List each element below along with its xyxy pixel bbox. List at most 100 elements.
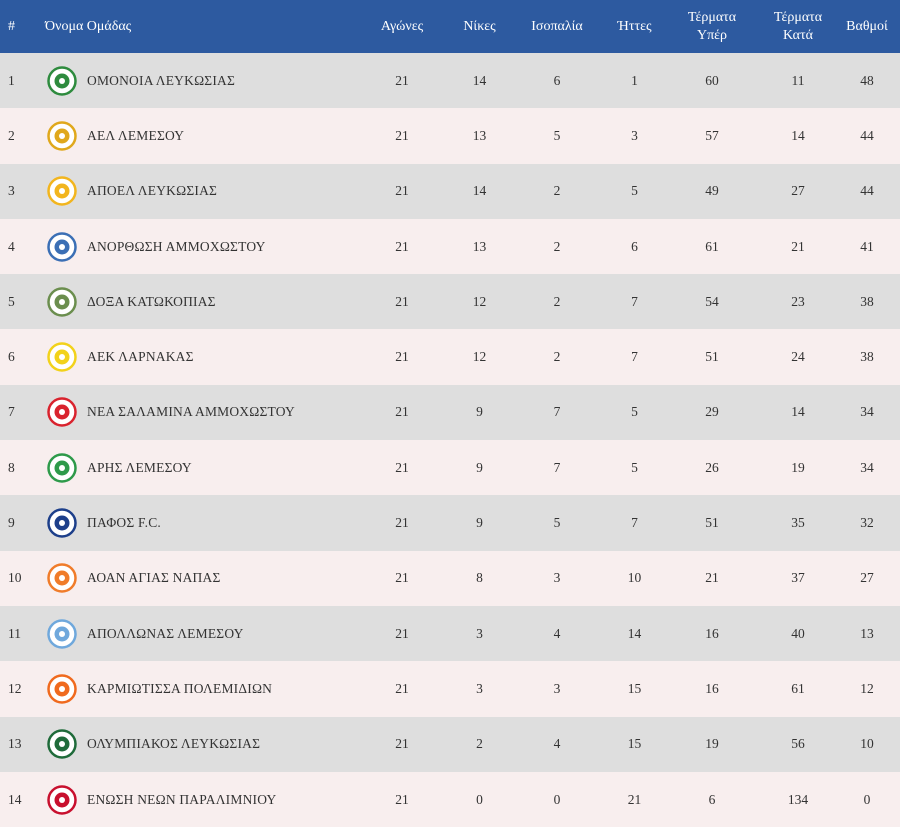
- header-draws[interactable]: Ισοπαλία: [531, 18, 583, 34]
- team-cell[interactable]: ΑΕΛ ΛΕΜΕΣΟΥ: [37, 108, 352, 163]
- goals-for-cell: 51: [705, 349, 719, 365]
- table-row[interactable]: 4 ΑΝΟΡΘΩΣΗ ΑΜΜΟΧΩΣΤΟΥ 21 13 2 6 61 21 41: [0, 218, 900, 275]
- played-cell: 21: [395, 127, 409, 143]
- losses-cell: 7: [631, 349, 638, 365]
- goals-against-cell: 27: [791, 183, 805, 199]
- played-cell: 21: [395, 736, 409, 752]
- goals-against-cell: 134: [787, 791, 809, 807]
- goals-against-cell: 37: [791, 570, 805, 586]
- wins-cell: 14: [472, 183, 487, 199]
- points-cell: 34: [860, 404, 874, 420]
- wins-cell: 12: [472, 293, 487, 309]
- table-row[interactable]: 6 ΑΕΚ ΛΑΡΝΑΚΑΣ 21 12 2 7 51 24 38: [0, 329, 900, 385]
- header-played[interactable]: Αγώνες: [380, 18, 424, 34]
- points-cell: 41: [860, 238, 874, 254]
- table-row[interactable]: 1 ΟΜΟΝΟΙΑ ΛΕΥΚΩΣΙΑΣ 21 14 6 1 60 11 48: [0, 53, 900, 109]
- header-goals-against[interactable]: Τέρματα Κατά: [762, 0, 834, 53]
- team-name[interactable]: ΑΠΟΛΛΩΝΑΣ ΛΕΜΕΣΟΥ: [87, 625, 244, 641]
- team-name[interactable]: ΑΟΑΝ ΑΓΙΑΣ ΝΑΠΑΣ: [87, 570, 221, 586]
- header-wins[interactable]: Νίκες: [463, 18, 496, 34]
- team-cell[interactable]: ΑΡΗΣ ΛΕΜΕΣΟΥ: [37, 440, 352, 495]
- team-cell[interactable]: ΠΑΦΟΣ F.C.: [37, 495, 352, 550]
- team-name[interactable]: ΔΟΞΑ ΚΑΤΩΚΟΠΙΑΣ: [87, 293, 216, 309]
- team-cell[interactable]: ΑΕΚ ΛΑΡΝΑΚΑΣ: [37, 329, 352, 384]
- table-row[interactable]: 9 ΠΑΦΟΣ F.C. 21 9 5 7 51 35 32: [0, 495, 900, 551]
- played-cell: 21: [395, 680, 409, 696]
- draws-cell: 4: [553, 736, 561, 752]
- table-row[interactable]: 13 ΟΛΥΜΠΙΑΚΟΣ ΛΕΥΚΩΣΙΑΣ 21 2 4 15 19 56 10: [0, 716, 900, 772]
- team-name[interactable]: ΚΑΡΜΙΩΤΙΣΣΑ ΠΟΛΕΜΙΔΙΩΝ: [87, 680, 273, 696]
- table-row[interactable]: 5 ΔΟΞΑ ΚΑΤΩΚΟΠΙΑΣ 21 12 2 7 54 23 38: [0, 274, 900, 330]
- enp-logo: [45, 783, 79, 817]
- nea-salamina-logo: [45, 395, 79, 429]
- team-cell[interactable]: ΟΛΥΜΠΙΑΚΟΣ ΛΕΥΚΩΣΙΑΣ: [37, 717, 352, 772]
- table-row[interactable]: 3 ΑΠΟΕΛ ΛΕΥΚΩΣΙΑΣ 21 14 2 5 49 27 44: [0, 163, 900, 219]
- rank-cell: 6: [8, 349, 15, 365]
- rank-cell: 1: [8, 72, 15, 88]
- team-name[interactable]: ΑΡΗΣ ΛΕΜΕΣΟΥ: [87, 459, 192, 475]
- draws-cell: 6: [553, 72, 561, 88]
- losses-cell: 5: [631, 459, 638, 475]
- team-name[interactable]: ΟΛΥΜΠΙΑΚΟΣ ΛΕΥΚΩΣΙΑΣ: [87, 736, 261, 752]
- table-row[interactable]: 14 ΕΝΩΣΗ ΝΕΩΝ ΠΑΡΑΛΙΜΝΙΟΥ 21 0 0 21 6 134 0: [0, 771, 900, 827]
- team-name[interactable]: ΝΕΑ ΣΑΛΑΜΙΝΑ ΑΜΜΟΧΩΣΤΟΥ: [87, 404, 295, 420]
- team-name[interactable]: ΕΝΩΣΗ ΝΕΩΝ ΠΑΡΑΛΙΜΝΙΟΥ: [87, 791, 277, 807]
- team-cell[interactable]: ΑΝΟΡΘΩΣΗ ΑΜΜΟΧΩΣΤΟΥ: [37, 219, 352, 274]
- header-team-name[interactable]: Όνομα Ομάδας: [45, 18, 132, 34]
- rank-cell: 5: [8, 293, 15, 309]
- played-cell: 21: [395, 293, 409, 309]
- team-name[interactable]: ΑΠΟΕΛ ΛΕΥΚΩΣΙΑΣ: [87, 183, 218, 199]
- team-cell[interactable]: ΝΕΑ ΣΑΛΑΜΙΝΑ ΑΜΜΟΧΩΣΤΟΥ: [37, 385, 352, 440]
- header-rank[interactable]: #: [8, 18, 15, 34]
- played-cell: 21: [395, 404, 409, 420]
- header-goals-against-line1: Τέρματα: [773, 9, 823, 25]
- table-row[interactable]: 8 ΑΡΗΣ ΛΕΜΕΣΟΥ 21 9 7 5 26 19 34: [0, 440, 900, 496]
- header-points[interactable]: Βαθμοί: [846, 18, 888, 34]
- points-cell: 38: [860, 349, 874, 365]
- goals-for-cell: 16: [705, 625, 719, 641]
- table-row[interactable]: 11 ΑΠΟΛΛΩΝΑΣ ΛΕΜΕΣΟΥ 21 3 4 14 16 40 13: [0, 605, 900, 662]
- losses-cell: 1: [631, 72, 638, 88]
- team-cell[interactable]: ΑΟΑΝ ΑΓΙΑΣ ΝΑΠΑΣ: [37, 551, 352, 606]
- goals-against-cell: 24: [791, 349, 805, 365]
- rank-cell: 2: [8, 127, 15, 143]
- team-name[interactable]: ΑΕΛ ΛΕΜΕΣΟΥ: [87, 127, 185, 143]
- rank-cell: 3: [8, 183, 15, 199]
- draws-cell: 3: [553, 680, 561, 696]
- goals-for-cell: 6: [708, 791, 716, 807]
- points-cell: 27: [860, 570, 874, 586]
- rank-cell: 4: [8, 238, 15, 254]
- team-name[interactable]: ΠΑΦΟΣ F.C.: [87, 515, 161, 531]
- draws-cell: 2: [553, 349, 561, 365]
- points-cell: 10: [860, 736, 874, 752]
- table-row[interactable]: 12 ΚΑΡΜΙΩΤΙΣΣΑ ΠΟΛΕΜΙΔΙΩΝ 21 3 3 15 16 61 12: [0, 661, 900, 717]
- played-cell: 21: [395, 183, 409, 199]
- ael-logo: [45, 119, 79, 153]
- team-cell[interactable]: ΚΑΡΜΙΩΤΙΣΣΑ ΠΟΛΕΜΙΔΙΩΝ: [37, 661, 352, 716]
- team-name[interactable]: ΑΕΚ ΛΑΡΝΑΚΑΣ: [87, 349, 194, 365]
- goals-for-cell: 51: [705, 515, 719, 531]
- table-row[interactable]: 7 ΝΕΑ ΣΑΛΑΜΙΝΑ ΑΜΜΟΧΩΣΤΟΥ 21 9 7 5 29 14 34: [0, 384, 900, 441]
- team-cell[interactable]: ΔΟΞΑ ΚΑΤΩΚΟΠΙΑΣ: [37, 274, 352, 329]
- team-name[interactable]: ΟΜΟΝΟΙΑ ΛΕΥΚΩΣΙΑΣ: [87, 72, 236, 88]
- header-goals-for-line2: Υπέρ: [696, 27, 728, 43]
- goals-against-cell: 61: [791, 680, 805, 696]
- goals-against-cell: 11: [791, 72, 805, 88]
- omonoia-logo: [45, 64, 79, 98]
- apollon-logo: [45, 617, 79, 651]
- rank-cell: 8: [8, 459, 15, 475]
- losses-cell: 14: [627, 625, 642, 641]
- goals-for-cell: 54: [705, 293, 719, 309]
- header-losses[interactable]: Ήττες: [617, 18, 652, 34]
- table-row[interactable]: 2 ΑΕΛ ΛΕΜΕΣΟΥ 21 13 5 3 57 14 44: [0, 108, 900, 164]
- team-name[interactable]: ΑΝΟΡΘΩΣΗ ΑΜΜΟΧΩΣΤΟΥ: [87, 238, 266, 254]
- team-cell[interactable]: ΕΝΩΣΗ ΝΕΩΝ ΠΑΡΑΛΙΜΝΙΟΥ: [37, 772, 352, 827]
- points-cell: 34: [860, 459, 874, 475]
- team-cell[interactable]: ΑΠΟΕΛ ΛΕΥΚΩΣΙΑΣ: [37, 164, 352, 219]
- header-goals-for[interactable]: Τέρματα Υπέρ: [662, 0, 762, 53]
- table-row[interactable]: 10 ΑΟΑΝ ΑΓΙΑΣ ΝΑΠΑΣ 21 8 3 10 21 37 27: [0, 550, 900, 606]
- team-cell[interactable]: ΟΜΟΝΟΙΑ ΛΕΥΚΩΣΙΑΣ: [37, 53, 352, 108]
- team-cell[interactable]: ΑΠΟΛΛΩΝΑΣ ΛΕΜΕΣΟΥ: [37, 606, 352, 661]
- losses-cell: 10: [627, 570, 642, 586]
- rank-cell: 13: [8, 736, 22, 752]
